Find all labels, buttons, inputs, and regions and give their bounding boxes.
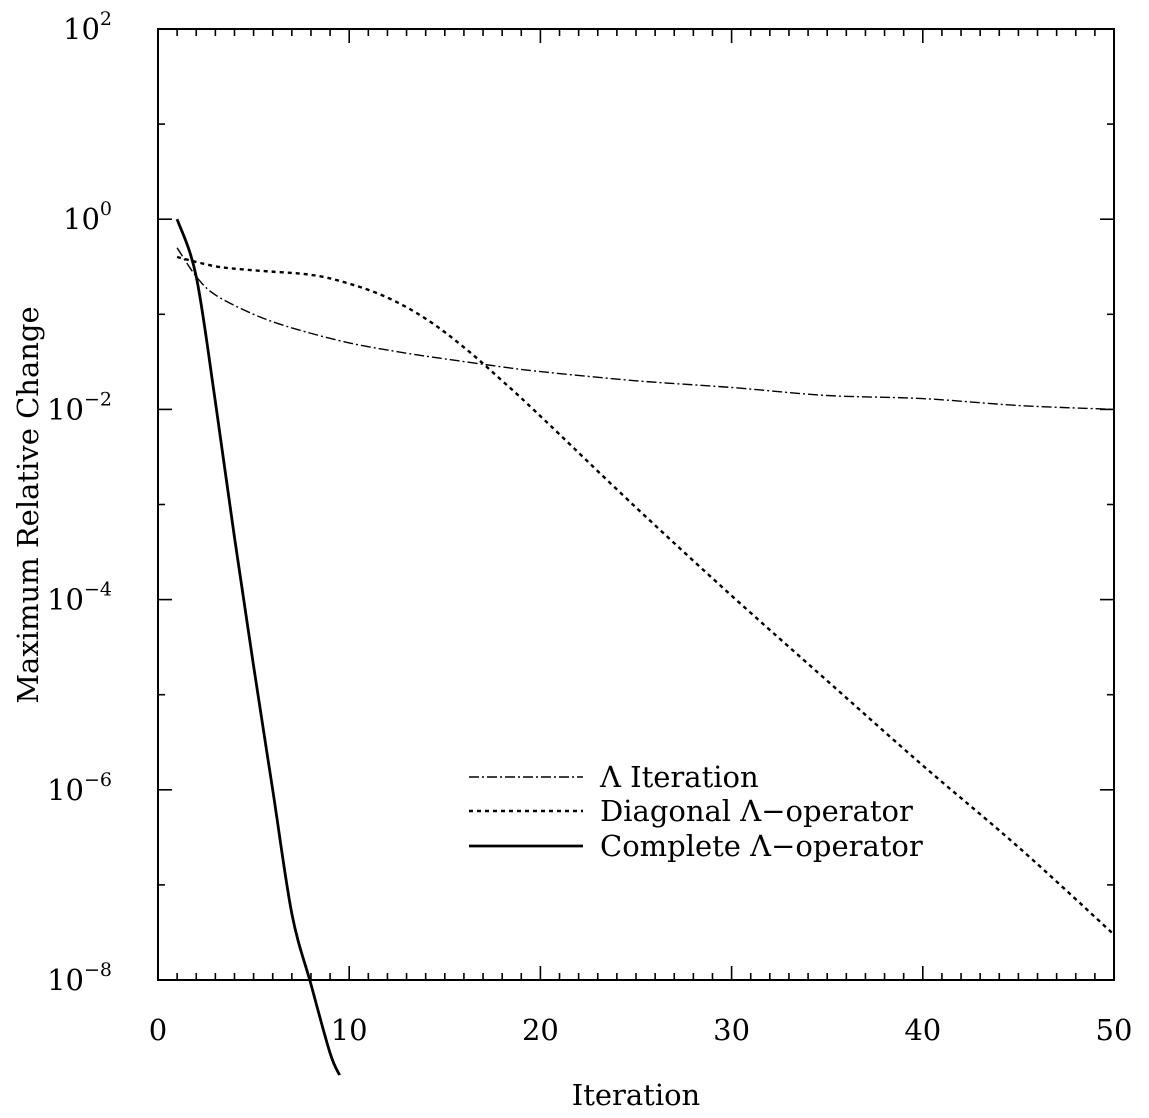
legend-label-3: Complete Λ−operator	[600, 829, 923, 863]
x-tick-labels: 0 10 20 30 40 50	[149, 1013, 1133, 1047]
series-lines	[175, 218, 1115, 1076]
x-tick-label: 30	[713, 1013, 750, 1047]
series-line-3	[175, 218, 341, 1076]
x-tick-label: 20	[522, 1013, 559, 1047]
y-tick-label: 10−6	[47, 769, 112, 807]
x-tick-label: 50	[1096, 1013, 1133, 1047]
y-axis-label: Maximum Relative Change	[11, 306, 45, 703]
legend-label-2: Diagonal Λ−operator	[600, 794, 913, 828]
axis-ticks	[157, 28, 1115, 981]
y-tick-labels: 102 100 10−2 10−4 10−6 10−8	[47, 8, 112, 997]
x-axis-label: Iteration	[572, 1078, 701, 1112]
y-tick-label: 100	[63, 198, 112, 236]
y-tick-label: 102	[63, 8, 112, 46]
y-tick-label: 10−2	[47, 388, 112, 426]
y-tick-label: 10−4	[47, 579, 112, 617]
legend-label-1: Λ Iteration	[599, 760, 759, 794]
y-tick-label: 10−8	[47, 959, 112, 997]
x-tick-label: 0	[149, 1013, 167, 1047]
x-tick-label: 10	[331, 1013, 368, 1047]
series-line-1	[176, 247, 1115, 411]
x-tick-label: 40	[904, 1013, 941, 1047]
